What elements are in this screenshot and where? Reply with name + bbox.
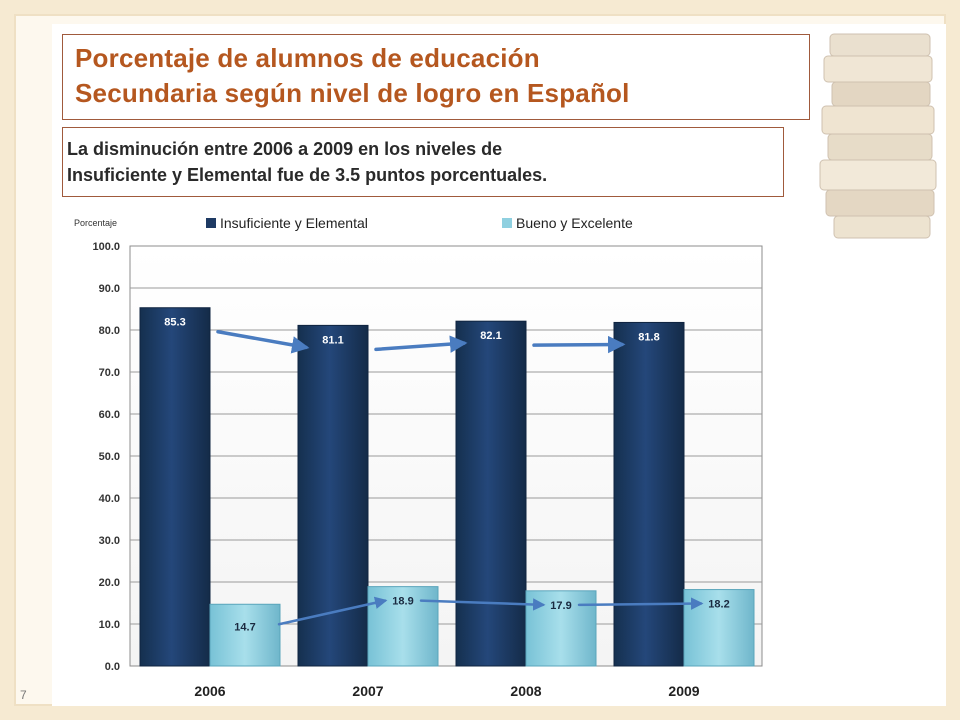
bar-value-label: 85.3 (164, 317, 185, 329)
y-tick-label: 10.0 (99, 619, 120, 631)
bar-value-label: 18.9 (392, 596, 413, 608)
x-tick-label: 2009 (668, 683, 699, 699)
trend-arrow-dark (216, 329, 310, 354)
legend-label-insuficiente: Insuficiente y Elemental (220, 215, 368, 231)
y-tick-label: 40.0 (99, 493, 120, 505)
bar-insuficiente-2008 (455, 320, 527, 667)
x-axis-labels: 2006 2007 2008 2009 (194, 683, 699, 699)
bar-insuficiente-2009 (613, 321, 685, 667)
trend-arrow-dark (374, 335, 468, 353)
y-tick-label: 80.0 (99, 325, 120, 337)
bar-value-label: 18.2 (708, 599, 729, 611)
bar-bueno-2006 (209, 603, 281, 667)
x-tick-label: 2008 (510, 683, 541, 699)
slide-subtitle-line-2: Insuficiente y Elemental fue de 3.5 punt… (67, 165, 548, 185)
y-tick-label: 90.0 (99, 283, 120, 295)
trend-arrow-dark (532, 335, 626, 354)
bar-value-label: 17.9 (550, 600, 571, 612)
slide-subtitle-line-1: La disminución entre 2006 a 2009 en los … (67, 139, 503, 159)
y-tick-label: 50.0 (99, 451, 120, 463)
bar-value-label: 82.1 (480, 330, 501, 342)
trend-arrow-light (577, 597, 704, 610)
y-tick-label: 70.0 (99, 367, 120, 379)
x-tick-label: 2006 (194, 683, 225, 699)
trend-arrows (216, 329, 704, 626)
bar-value-label: 14.7 (234, 621, 255, 633)
y-tick-label: 0.0 (105, 661, 120, 673)
x-tick-label: 2007 (352, 683, 383, 699)
y-axis-ticks: 0.0 10.0 20.0 30.0 40.0 50.0 60.0 70.0 80.0 90.0 1… (92, 241, 120, 673)
bar-insuficiente-2006 (139, 307, 211, 667)
slide-title-line-1: Porcentaje de alumnos de educación (75, 43, 540, 73)
bar-value-labels: 85.3 14.7 81.1 18.9 82.1 17.9 81.8 18.2 (164, 317, 729, 634)
page-number: 7 (20, 688, 27, 702)
legend-swatch-insuficiente (206, 218, 216, 228)
slide-title-box: Porcentaje de alumnos de educación Secun… (62, 34, 810, 120)
y-axis-label: Porcentaje (74, 218, 117, 228)
legend-label-bueno: Bueno y Excelente (516, 215, 633, 231)
books-stack-illustration (819, 33, 937, 239)
slide-title-line-2: Secundaria según nivel de logro en Españ… (75, 78, 630, 108)
bar-insuficiente-2007 (297, 324, 369, 667)
y-tick-label: 60.0 (99, 409, 120, 421)
trend-arrow-light (277, 596, 388, 626)
bar-value-label: 81.1 (322, 334, 343, 346)
y-tick-label: 30.0 (99, 535, 120, 547)
y-tick-label: 20.0 (99, 577, 120, 589)
legend: Insuficiente y Elemental Bueno y Excelen… (206, 215, 633, 231)
y-tick-label: 100.0 (92, 241, 120, 253)
bar-value-label: 81.8 (638, 331, 659, 343)
slide-subtitle-box: La disminución entre 2006 a 2009 en los … (62, 127, 784, 197)
trend-arrow-light (419, 598, 546, 611)
legend-swatch-bueno (502, 218, 512, 228)
